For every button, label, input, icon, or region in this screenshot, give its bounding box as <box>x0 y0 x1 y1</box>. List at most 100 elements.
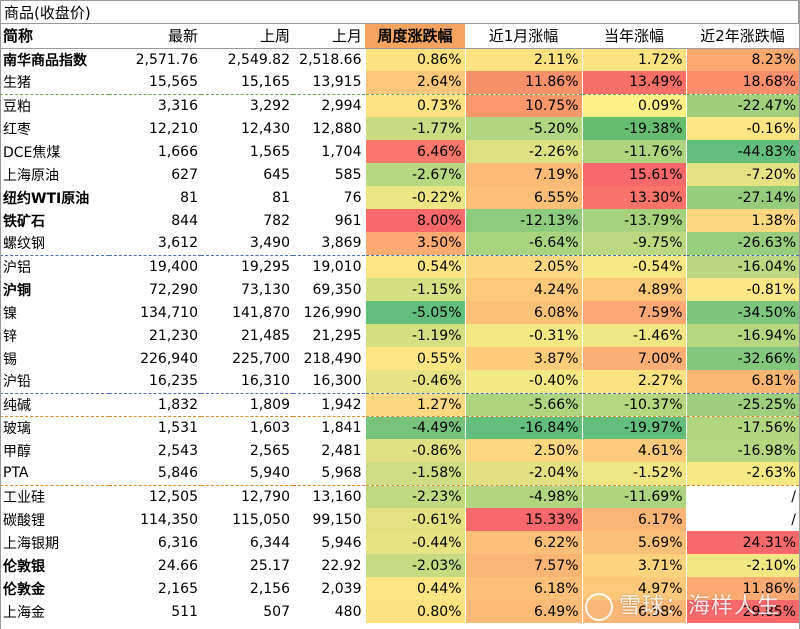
one-month-change: -16.84% <box>464 415 582 439</box>
weekly-change: -4.49% <box>364 415 465 439</box>
two-year-change: 6.81% <box>685 370 799 393</box>
commodity-name: 镍 <box>3 305 17 322</box>
ytd-change: 15.61% <box>581 163 686 186</box>
table-row: 玻璃 1,531 1,603 1,841 -4.49% -16.84% -19.97% -17… <box>0 415 799 439</box>
last-month-value: 1,841 <box>293 415 365 439</box>
commodity-name: 上海金 <box>3 604 45 621</box>
commodity-name: 碳酸锂 <box>3 512 45 529</box>
one-month-change: 7.19% <box>464 163 582 186</box>
one-month-change: 6.18% <box>464 577 582 600</box>
ytd-change: 0.09% <box>581 93 686 117</box>
last-week-value: 25.17 <box>249 557 290 574</box>
table-row: 铁矿石 844 782 961 8.00% -12.13% -13.79% 1.38% <box>0 209 799 232</box>
weekly-change: -0.22% <box>364 186 465 209</box>
last-month-value: 1,942 <box>293 392 365 416</box>
two-year-change: 24.31% <box>685 531 799 554</box>
table-row: 沪铜 72,290 73,130 69,350 -1.15% 4.24% 4.89% -0.8… <box>0 278 799 301</box>
ytd-change: -11.69% <box>581 484 686 508</box>
weekly-change: -0.61% <box>364 508 465 531</box>
table-row: 沪铝 19,400 19,295 19,010 0.54% 2.05% -0.54% -16.… <box>0 254 799 278</box>
weekly-change: -1.58% <box>364 462 465 485</box>
latest-value: 15,565 <box>149 74 198 91</box>
two-year-change: 1.38% <box>685 209 799 232</box>
one-month-change: 11.86% <box>464 71 582 94</box>
last-week-value: 782 <box>263 212 290 229</box>
one-month-change: 15.33% <box>464 508 582 531</box>
last-week-value: 2,549.82 <box>227 51 290 68</box>
one-month-change: 2.05% <box>464 254 582 278</box>
commodity-name: 伦敦金 <box>3 581 45 598</box>
last-month-value: 2,481 <box>321 442 362 459</box>
latest-value: 114,350 <box>140 511 198 528</box>
header-latest: 最新 <box>109 24 201 49</box>
table-row: 生猪 15,565 15,165 13,915 2.64% 11.86% 13.49% 18.… <box>0 71 799 94</box>
two-year-change: -22.47% <box>685 93 799 117</box>
weekly-change: 0.80% <box>364 600 465 623</box>
header-row: 简称 最新 上周 上月 周度涨跌幅 近1月涨幅 当年涨幅 近2年涨跌幅 <box>0 24 799 49</box>
commodity-name: 伦敦银 <box>3 558 45 575</box>
weekly-change: 0.73% <box>364 93 465 117</box>
latest-value: 844 <box>171 212 198 229</box>
table-row: DCE焦煤 1,666 1,565 1,704 6.46% -2.26% -11.76% -4… <box>0 140 799 163</box>
latest-value: 1,666 <box>157 143 198 160</box>
two-year-change: / <box>685 484 799 508</box>
header-last-month: 上月 <box>293 24 365 49</box>
one-month-change: -0.31% <box>464 324 582 347</box>
two-year-change: -2.63% <box>685 462 799 485</box>
last-month-value: 5,946 <box>321 534 362 551</box>
commodity-name: 锌 <box>3 328 17 345</box>
last-week-value: 21,485 <box>241 327 290 344</box>
table-row: 上海银期 6,316 6,344 5,946 -0.44% 6.22% 5.69% 24.31… <box>0 531 799 554</box>
weekly-change: 1.27% <box>364 392 465 416</box>
weekly-change: 8.00% <box>364 209 465 232</box>
two-year-change: -16.98% <box>685 439 799 462</box>
last-week-value: 5,940 <box>249 465 290 482</box>
last-month-value: 2,039 <box>321 580 362 597</box>
commodity-name: 玻璃 <box>0 415 109 439</box>
last-week-value: 645 <box>263 166 290 183</box>
last-month-value: 69,350 <box>312 281 362 298</box>
commodity-name: 南华商品指数 <box>3 52 87 69</box>
ytd-change: 2.27% <box>581 370 686 393</box>
latest-value: 1,832 <box>109 392 201 416</box>
weekly-change: 0.44% <box>364 577 465 600</box>
latest-value: 226,940 <box>140 350 198 367</box>
last-week-value: 3,292 <box>201 93 293 117</box>
one-month-change: -5.20% <box>464 117 582 140</box>
table-row: 螺纹钢 3,612 3,490 3,869 3.50% -6.64% -9.75% -26.6… <box>0 232 799 255</box>
ytd-change: -11.76% <box>581 140 686 163</box>
commodity-name: 工业硅 <box>0 484 109 508</box>
last-month-value: 1,704 <box>321 143 362 160</box>
ytd-change: -1.52% <box>581 462 686 485</box>
weekly-change: -2.23% <box>364 484 465 508</box>
commodity-name: 纯碱 <box>0 392 109 416</box>
ytd-change: 3.71% <box>581 554 686 577</box>
weekly-change: 0.54% <box>364 254 465 278</box>
table-row: 镍 134,710 141,870 126,990 -5.05% 6.08% 7.59% -3… <box>0 301 799 324</box>
table-left-border <box>0 24 1 629</box>
one-month-change: 6.55% <box>464 186 582 209</box>
two-year-change: -16.04% <box>685 254 799 278</box>
watermark: 雪球：海样人生 <box>584 588 780 621</box>
one-month-change: 6.22% <box>464 531 582 554</box>
two-year-change: -16.94% <box>685 324 799 347</box>
last-week-value: 19,295 <box>201 254 293 278</box>
two-year-change: 29.85% <box>685 600 799 623</box>
two-year-change: -34.50% <box>685 301 799 324</box>
one-month-change: -6.64% <box>464 232 582 255</box>
weekly-change: -1.15% <box>364 278 465 301</box>
two-year-change: 18.68% <box>685 71 799 94</box>
two-year-change: -17.56% <box>685 415 799 439</box>
table-row: 豆粕 3,316 3,292 2,994 0.73% 10.75% 0.09% -22.47% <box>0 93 799 117</box>
last-month-value: 13,915 <box>312 74 362 91</box>
one-month-change: -4.98% <box>464 484 582 508</box>
last-week-value: 1,565 <box>249 143 290 160</box>
last-week-value: 507 <box>263 603 290 620</box>
ytd-change: 4.89% <box>581 278 686 301</box>
last-month-value: 961 <box>334 212 362 229</box>
latest-value: 6,316 <box>157 534 198 551</box>
commodity-name: 上海原油 <box>3 167 59 184</box>
last-week-value: 1,603 <box>201 415 293 439</box>
header-2y-change: 近2年涨跌幅 <box>686 24 799 49</box>
commodity-name: 沪铅 <box>3 374 31 391</box>
